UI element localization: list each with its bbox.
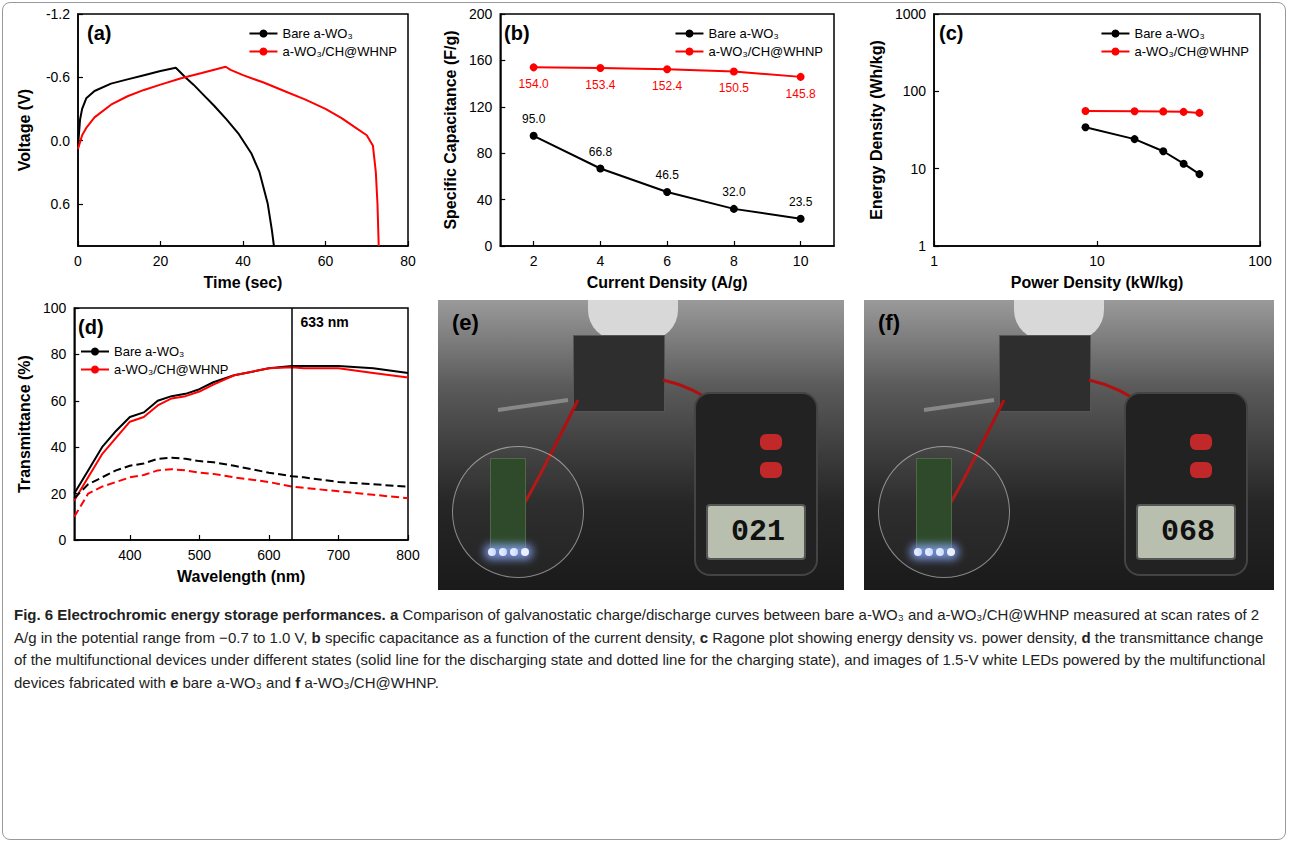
svg-text:100: 100 — [1248, 253, 1272, 269]
svg-text:152.4: 152.4 — [652, 79, 682, 93]
svg-text:10: 10 — [910, 161, 926, 177]
html-text:Fig. 6 Electrochromic energy s: Fig. 6 Electrochromic energy storage per… — [14, 606, 1266, 691]
svg-text:40: 40 — [235, 253, 251, 269]
svg-text:700: 700 — [327, 547, 351, 563]
svg-text:8: 8 — [730, 253, 738, 269]
svg-text:800: 800 — [396, 547, 420, 563]
svg-text:0: 0 — [74, 253, 82, 269]
svg-text:(d): (d) — [78, 316, 104, 338]
svg-text:32.0: 32.0 — [722, 185, 746, 199]
svg-text:200: 200 — [469, 6, 493, 22]
svg-text:46.5: 46.5 — [655, 168, 679, 182]
svg-text:1: 1 — [930, 253, 938, 269]
svg-text:a-WO₃/CH@WHNP: a-WO₃/CH@WHNP — [282, 44, 397, 59]
svg-text:80: 80 — [51, 346, 67, 362]
html-text:(e): (e) — [452, 310, 479, 335]
svg-text:10: 10 — [793, 253, 809, 269]
svg-text:4: 4 — [596, 253, 604, 269]
svg-text:95.0: 95.0 — [522, 112, 546, 126]
svg-text:145.8: 145.8 — [786, 87, 816, 101]
svg-text:Energy Density (Wh/kg): Energy Density (Wh/kg) — [868, 40, 885, 220]
svg-text:20: 20 — [153, 253, 169, 269]
svg-text:6: 6 — [663, 253, 671, 269]
svg-text:Time (sec): Time (sec) — [204, 274, 283, 291]
svg-text:Bare a-WO₃: Bare a-WO₃ — [708, 26, 778, 41]
svg-text:153.4: 153.4 — [585, 78, 615, 92]
svg-text:-1.2: -1.2 — [46, 6, 70, 22]
svg-text:Bare a-WO₃: Bare a-WO₃ — [1134, 26, 1204, 41]
svg-text:60: 60 — [51, 393, 67, 409]
svg-text:2: 2 — [530, 253, 538, 269]
svg-text:40: 40 — [477, 192, 493, 208]
svg-text:500: 500 — [188, 547, 212, 563]
svg-text:-0.6: -0.6 — [46, 69, 70, 85]
svg-text:0: 0 — [484, 238, 492, 254]
svg-text:80: 80 — [400, 253, 416, 269]
svg-text:100: 100 — [43, 300, 67, 316]
html-text:(f): (f) — [878, 310, 900, 335]
svg-text:160: 160 — [469, 52, 493, 68]
svg-text:40: 40 — [51, 439, 67, 455]
svg-text:0.6: 0.6 — [51, 196, 71, 212]
svg-text:Bare a-WO₃: Bare a-WO₃ — [282, 26, 352, 41]
html-text:021: 021 — [731, 515, 785, 549]
html-text:068: 068 — [1161, 515, 1215, 549]
svg-text:60: 60 — [318, 253, 334, 269]
svg-text:633 nm: 633 nm — [300, 314, 348, 330]
svg-text:120: 120 — [469, 99, 493, 115]
svg-text:1000: 1000 — [895, 6, 926, 22]
svg-text:Transmittance (%): Transmittance (%) — [16, 355, 33, 493]
svg-text:100: 100 — [903, 83, 927, 99]
svg-text:1: 1 — [918, 238, 926, 254]
svg-text:66.8: 66.8 — [589, 145, 613, 159]
svg-text:(b): (b) — [504, 22, 530, 44]
svg-text:a-WO₃/CH@WHNP: a-WO₃/CH@WHNP — [1134, 44, 1249, 59]
svg-text:10: 10 — [1089, 253, 1105, 269]
svg-text:(c): (c) — [939, 22, 963, 44]
svg-text:(a): (a) — [87, 22, 111, 44]
svg-text:0: 0 — [58, 532, 66, 548]
svg-text:0.0: 0.0 — [51, 133, 71, 149]
svg-text:150.5: 150.5 — [719, 81, 749, 95]
svg-text:20: 20 — [51, 486, 67, 502]
svg-text:Power Density (kW/kg): Power Density (kW/kg) — [1011, 274, 1183, 291]
svg-text:Bare a-WO₃: Bare a-WO₃ — [114, 344, 184, 359]
svg-text:a-WO₃/CH@WHNP: a-WO₃/CH@WHNP — [708, 44, 823, 59]
svg-text:Voltage (V): Voltage (V) — [16, 89, 33, 171]
svg-text:Wavelength (nm): Wavelength (nm) — [177, 568, 305, 585]
svg-text:600: 600 — [257, 547, 281, 563]
svg-text:80: 80 — [477, 145, 493, 161]
svg-text:a-WO₃/CH@WHNP: a-WO₃/CH@WHNP — [114, 362, 229, 377]
svg-text:400: 400 — [118, 547, 142, 563]
svg-text:Specific Capacitance (F/g): Specific Capacitance (F/g) — [442, 30, 459, 229]
svg-text:23.5: 23.5 — [789, 195, 813, 209]
svg-text:154.0: 154.0 — [519, 77, 549, 91]
svg-text:Current Density (A/g): Current Density (A/g) — [587, 274, 748, 291]
